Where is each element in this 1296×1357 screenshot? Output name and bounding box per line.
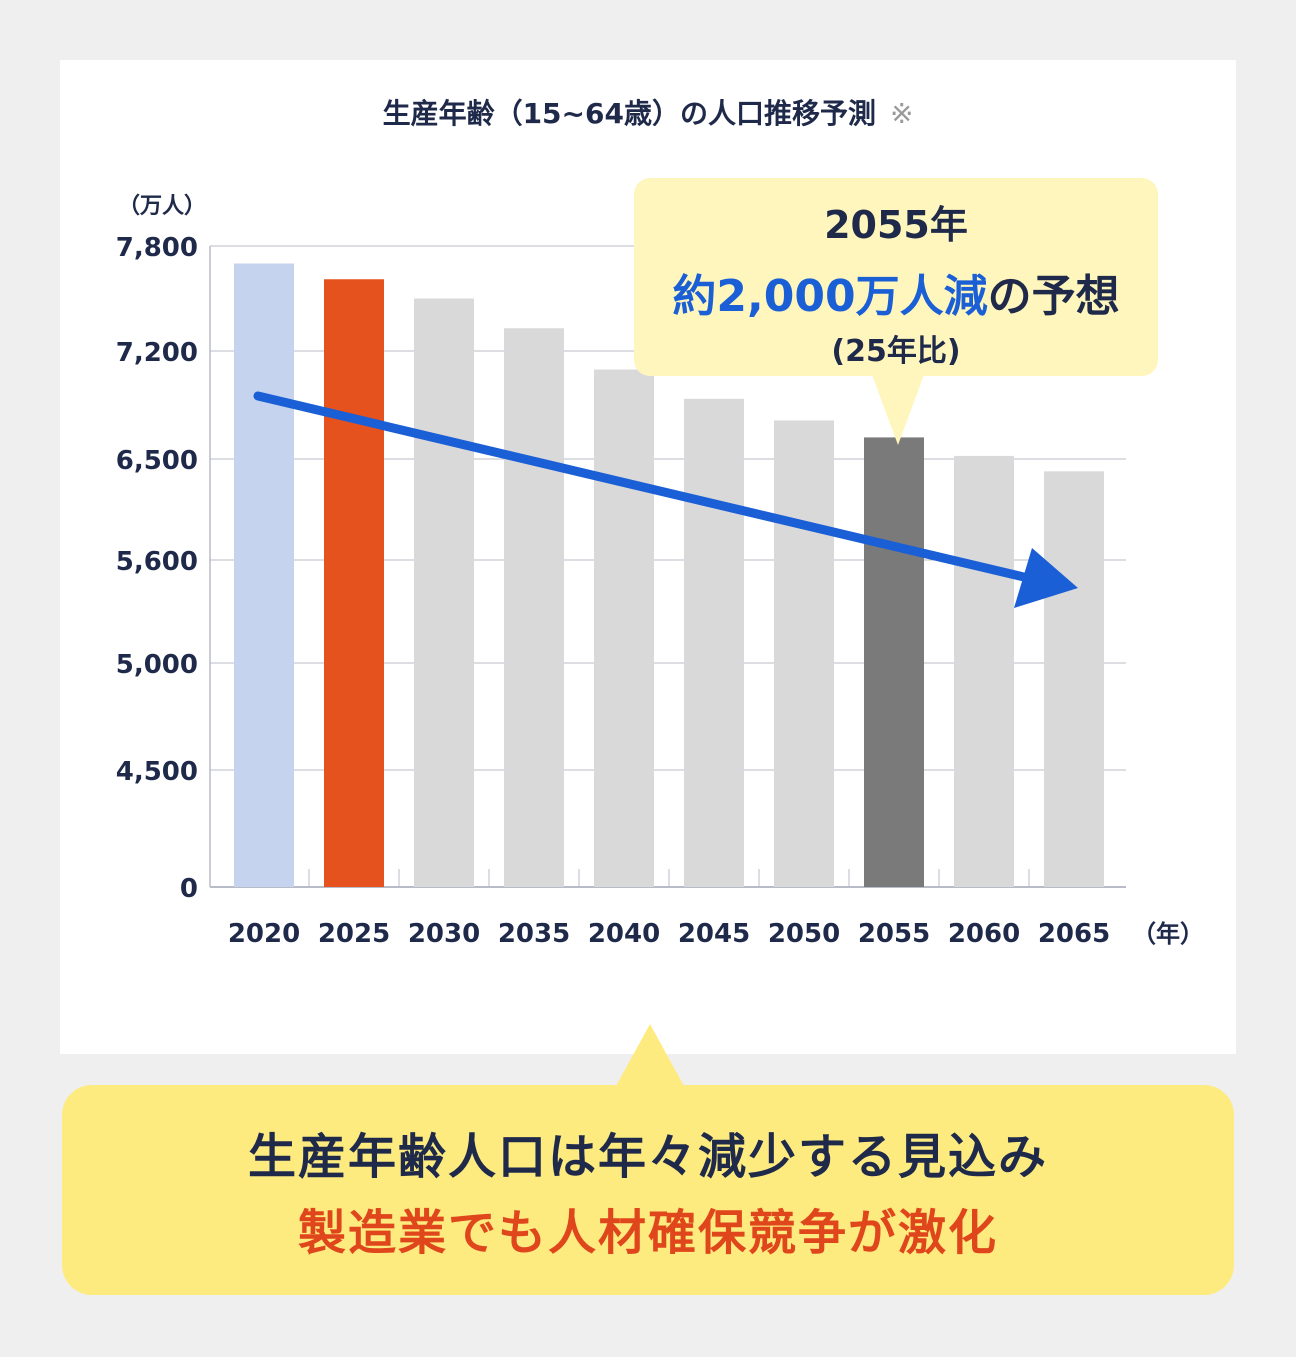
y-tick-label: 5,600: [116, 547, 198, 577]
bar-2020: [234, 263, 294, 887]
callout-note: (25年比): [831, 334, 961, 369]
x-tick-label: 2030: [408, 919, 480, 949]
x-tick-label: 2035: [498, 919, 570, 949]
x-tick-label: 2025: [318, 919, 390, 949]
x-tick-label: 2050: [768, 919, 840, 949]
callout-tail: [872, 375, 924, 445]
x-tick-label: 2040: [588, 919, 660, 949]
x-tick-label: 2020: [228, 919, 300, 949]
bar-2065: [1044, 471, 1104, 887]
bar-2040: [594, 369, 654, 887]
bar-2050: [774, 420, 834, 887]
callout-rest: の予想: [987, 271, 1120, 322]
y-axis-unit: （万人）: [118, 194, 207, 219]
bar-2030: [414, 298, 474, 887]
bar-2060: [954, 455, 1014, 887]
y-tick-label: 4,500: [116, 757, 198, 787]
callout-year: 2055年: [824, 203, 968, 247]
summary-banner: 生産年齢人口は年々減少する見込み 製造業でも人材確保競争が激化: [62, 1085, 1234, 1295]
banner-line-2: 製造業でも人材確保競争が激化: [297, 1205, 998, 1261]
bar-2035: [504, 328, 564, 887]
x-tick-label: 2045: [678, 919, 750, 949]
chart-title-note: ※: [889, 97, 914, 130]
chart-title: 生産年齢（15~64歳）の人口推移予測 ※: [0, 92, 1296, 132]
x-tick-labels: 2020 2025 2030 2035 2040 2045 2050 2055 2060 2065: [228, 919, 1110, 949]
x-axis-unit: （年）: [1132, 920, 1204, 948]
callout-main: 約2,000万人減の予想: [634, 260, 1158, 324]
banner-tail: [616, 1024, 684, 1086]
bar-2025: [324, 279, 384, 887]
y-tick-labels: 7,800 7,200 6,500 5,600 5,000 4,500 0: [116, 233, 198, 904]
x-tick-label: 2065: [1038, 919, 1110, 949]
callout-highlight: 約2,000万人減: [672, 271, 988, 322]
y-tick-label: 6,500: [116, 446, 198, 476]
trend-arrow: [253, 391, 1078, 608]
callout-box: 2055年 約2,000万人減の予想 (25年比): [634, 178, 1158, 376]
trend-arrow-head: [1014, 548, 1078, 608]
bars: [234, 263, 1104, 887]
bar-2055: [864, 437, 924, 887]
y-tick-label: 7,800: [116, 233, 198, 263]
banner-line-1: 生産年齢人口は年々減少する見込み: [247, 1129, 1048, 1185]
y-tick-label: 5,000: [116, 650, 198, 680]
x-tick-label: 2060: [948, 919, 1020, 949]
chart-title-text: 生産年齢（15~64歳）の人口推移予測: [382, 97, 876, 130]
y-tick-label: 0: [180, 874, 198, 904]
bar-2045: [684, 398, 744, 887]
y-tick-label: 7,200: [116, 338, 198, 368]
trend-arrow-shaft: [253, 391, 1033, 583]
x-tick-label: 2055: [858, 919, 930, 949]
